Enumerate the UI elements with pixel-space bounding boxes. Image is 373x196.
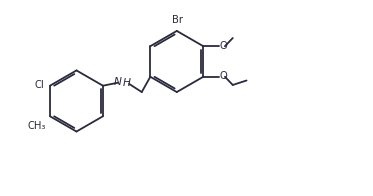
Text: O: O: [220, 71, 228, 81]
Text: H: H: [122, 78, 130, 88]
Text: O: O: [220, 41, 228, 51]
Text: CH₃: CH₃: [28, 121, 46, 131]
Text: N: N: [114, 77, 122, 87]
Text: Br: Br: [172, 15, 183, 25]
Text: Cl: Cl: [35, 80, 44, 90]
